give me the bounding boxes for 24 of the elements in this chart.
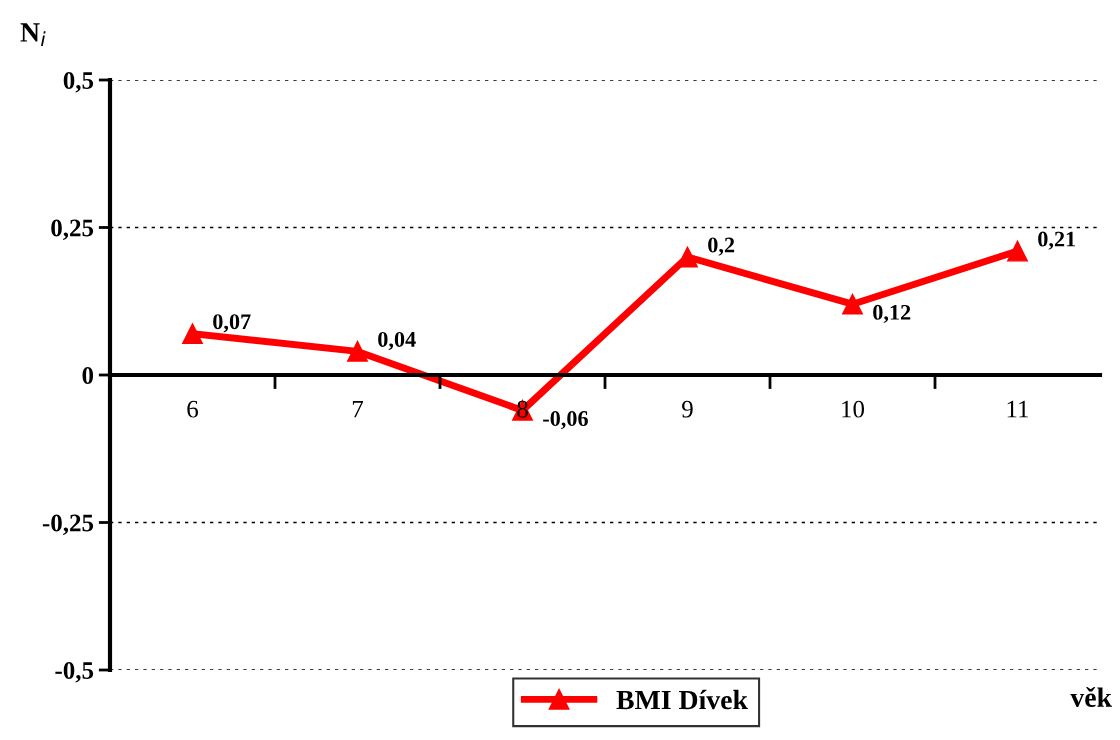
data-label: 0,21 xyxy=(1038,231,1076,250)
x-axis-title: věk xyxy=(1070,687,1112,707)
x-tick-label: 9 xyxy=(682,400,693,418)
x-tick-label: 8 xyxy=(517,400,528,418)
x-tick-label: 10 xyxy=(842,400,865,418)
y-tick-label: 0,25 xyxy=(51,219,94,241)
y-axis-title: N$_{i}$ xyxy=(20,23,46,47)
y-tick-label: -0,25 xyxy=(42,514,94,536)
x-tick-label: 7 xyxy=(352,400,364,418)
y-tick-label: 0,5 xyxy=(63,72,94,93)
x-tick-label: 6 xyxy=(187,400,198,418)
data-label: 0,04 xyxy=(378,331,416,351)
point xyxy=(1007,240,1028,262)
point xyxy=(182,323,203,345)
point xyxy=(842,293,863,315)
x-tick-label: 11 xyxy=(1007,400,1029,418)
y-tick-label: -0,5 xyxy=(55,662,94,683)
data-label: -0,06 xyxy=(543,411,588,430)
legend-label: BMI Dívek xyxy=(616,689,748,710)
point xyxy=(347,340,368,362)
data-label: 0,07 xyxy=(213,314,251,333)
data-label: 0,2 xyxy=(708,237,735,256)
data-label: 0,12 xyxy=(873,304,911,324)
y-tick-label: 0 xyxy=(82,367,94,384)
